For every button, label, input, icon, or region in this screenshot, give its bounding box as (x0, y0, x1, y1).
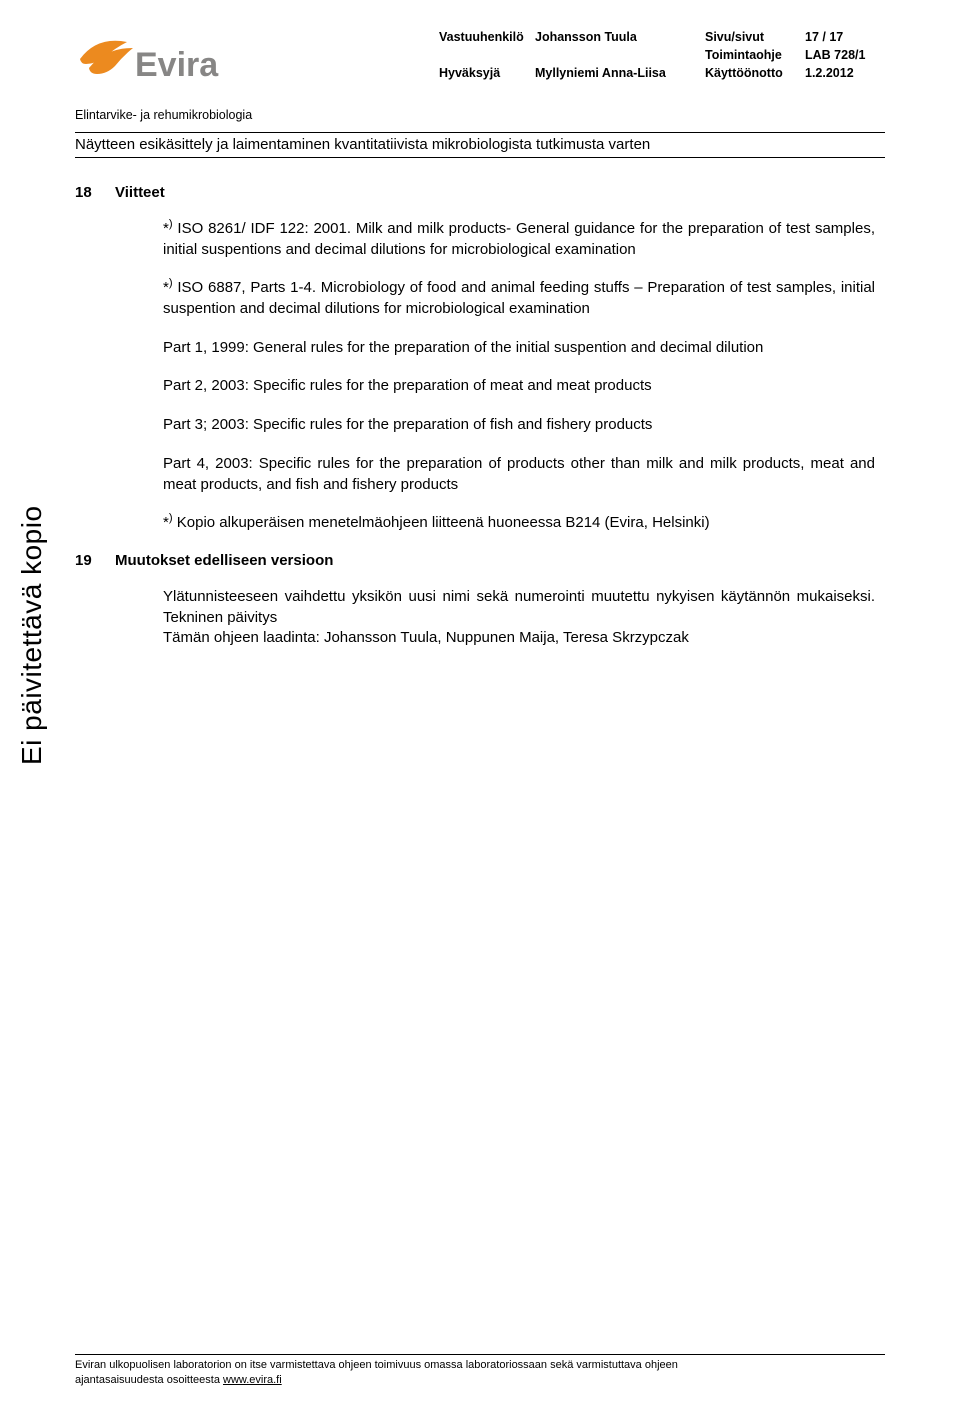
reference-paragraph: Part 1, 1999: General rules for the prep… (163, 338, 875, 359)
meta-cell: 17 / 17 (805, 28, 885, 46)
page: Evira Vastuuhenkilö Johansson Tuula Sivu… (0, 0, 960, 1422)
changes-paragraph: Tämän ohjeen laadinta: Johansson Tuula, … (163, 628, 875, 649)
evira-logo-icon: Evira (75, 34, 245, 94)
meta-cell: Sivu/sivut (705, 28, 805, 46)
meta-cell: Toimintaohje (705, 46, 805, 64)
meta-table: Vastuuhenkilö Johansson Tuula Sivu/sivut… (439, 28, 885, 82)
meta-cell: Vastuuhenkilö (439, 28, 535, 46)
reference-paragraph: Part 3; 2003: Specific rules for the pre… (163, 415, 875, 436)
section-heading-19: 19 Muutokset edelliseen versioon (75, 552, 885, 569)
reference-paragraph: Part 2, 2003: Specific rules for the pre… (163, 376, 875, 397)
department-label: Elintarvike- ja rehumikrobiologia (75, 108, 885, 122)
document-title: Näytteen esikäsittely ja laimentaminen k… (75, 132, 885, 158)
meta-cell: Hyväksyjä (439, 64, 535, 82)
section-heading-18: 18 Viitteet (75, 184, 885, 201)
section-number: 19 (75, 552, 99, 569)
footer-line1: Eviran ulkopuolisen laboratorion on itse… (75, 1359, 678, 1371)
meta-cell (439, 46, 535, 64)
section-number: 18 (75, 184, 99, 201)
meta-cell: 1.2.2012 (805, 64, 885, 82)
meta-cell: Myllyniemi Anna-Liisa (535, 64, 705, 82)
meta-cell: Käyttöönotto (705, 64, 805, 82)
svg-text:Evira: Evira (135, 46, 219, 84)
section-title: Viitteet (115, 184, 165, 201)
footer: Eviran ulkopuolisen laboratorion on itse… (75, 1354, 885, 1388)
changes-paragraph: Ylätunnisteeseen vaihdettu yksikön uusi … (163, 587, 875, 628)
logo: Evira (75, 34, 245, 94)
reference-paragraph: Part 4, 2003: Specific rules for the pre… (163, 454, 875, 495)
watermark-side-text: Ei päivitettävä kopio (16, 505, 48, 765)
section-title: Muutokset edelliseen versioon (115, 552, 333, 569)
reference-paragraph: *) Kopio alkuperäisen menetelmäohjeen li… (163, 513, 875, 534)
meta-cell: Johansson Tuula (535, 28, 705, 46)
footer-line2-pre: ajantasaisuudesta osoitteesta (75, 1374, 223, 1386)
reference-paragraph: *) ISO 8261/ IDF 122: 2001. Milk and mil… (163, 219, 875, 260)
meta-cell (535, 46, 705, 64)
header-row: Evira Vastuuhenkilö Johansson Tuula Sivu… (75, 28, 885, 94)
reference-paragraph: *) ISO 6887, Parts 1-4. Microbiology of … (163, 278, 875, 319)
meta-cell: LAB 728/1 (805, 46, 885, 64)
footer-link[interactable]: www.evira.fi (223, 1374, 282, 1386)
